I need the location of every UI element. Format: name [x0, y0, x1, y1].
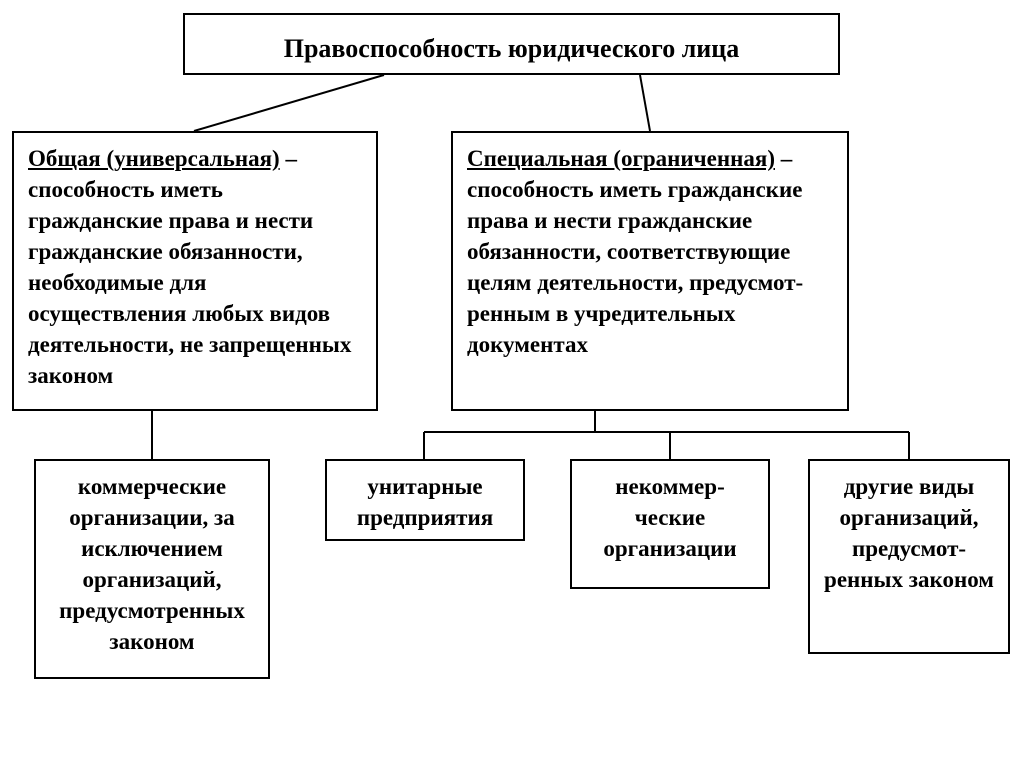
branch-general-body: – способность иметь гражданские права и …	[28, 146, 351, 388]
root-title-box: Правоспособность юридического лица	[183, 13, 840, 75]
branch-special-heading: Специальная (ограниченная)	[467, 146, 775, 171]
leaf-noncommercial-orgs: некоммер­ческие организации	[570, 459, 770, 589]
leaf-other-orgs-text: другие виды организаций, предусмот­ренны…	[824, 474, 994, 592]
branch-special-body: – способность иметь гражданские права и …	[467, 146, 803, 357]
leaf-commercial-orgs: коммерческие организации, за исключением…	[34, 459, 270, 679]
leaf-noncommercial-orgs-text: некоммер­ческие организации	[603, 474, 736, 561]
branch-special-box: Специальная (ограниченная) – способность…	[451, 131, 849, 411]
root-title-text: Правоспособность юридического лица	[284, 34, 740, 63]
leaf-unitary-enterprises: унитарные предприятия	[325, 459, 525, 541]
leaf-commercial-orgs-text: коммерческие организации, за исключением…	[59, 474, 245, 654]
branch-general-box: Общая (универсальная) – способность имет…	[12, 131, 378, 411]
leaf-unitary-enterprises-text: унитарные предприятия	[357, 474, 493, 530]
diagram-stage: Правоспособность юридического лица Общая…	[0, 0, 1024, 767]
branch-general-heading: Общая (универсальная)	[28, 146, 280, 171]
leaf-other-orgs: другие виды организаций, предусмот­ренны…	[808, 459, 1010, 654]
